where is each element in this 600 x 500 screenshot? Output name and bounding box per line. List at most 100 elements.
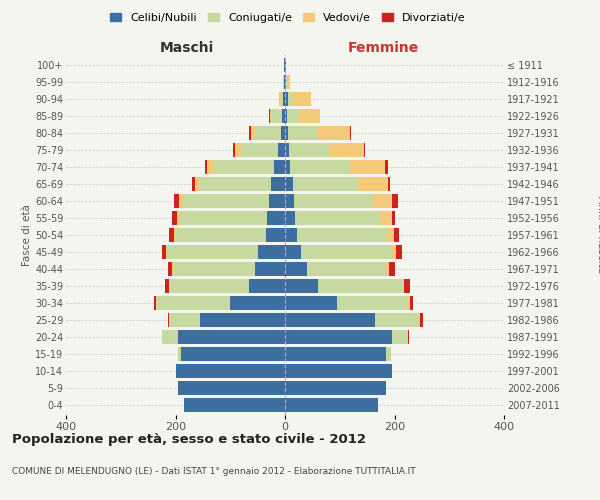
Bar xyxy=(285,380,386,395)
Bar xyxy=(266,228,285,242)
Bar xyxy=(290,160,350,174)
Bar xyxy=(279,92,281,106)
Bar xyxy=(173,262,255,276)
Bar xyxy=(285,330,392,344)
Bar xyxy=(174,194,179,208)
Bar xyxy=(337,296,408,310)
Bar xyxy=(168,262,172,276)
Text: COMUNE DI MELENDUGNO (LE) - Dati ISTAT 1° gennaio 2012 - Elaborazione TUTTITALIA: COMUNE DI MELENDUGNO (LE) - Dati ISTAT 1… xyxy=(12,468,416,476)
Bar xyxy=(350,160,385,174)
Bar xyxy=(162,245,166,259)
Bar xyxy=(404,278,410,293)
Bar xyxy=(285,278,318,293)
Bar xyxy=(364,143,365,158)
Bar xyxy=(389,262,395,276)
Bar xyxy=(285,194,294,208)
Bar xyxy=(192,177,194,192)
Bar xyxy=(392,330,408,344)
Bar xyxy=(386,346,391,361)
Bar xyxy=(386,262,389,276)
Bar xyxy=(169,228,174,242)
Bar xyxy=(410,296,413,310)
Bar xyxy=(257,245,285,259)
Bar xyxy=(292,92,311,106)
Bar xyxy=(162,330,178,344)
Text: Femmine: Femmine xyxy=(348,41,419,55)
Bar xyxy=(233,143,235,158)
Bar xyxy=(281,126,285,140)
Bar xyxy=(376,312,419,327)
Bar xyxy=(174,228,176,242)
Bar xyxy=(394,228,400,242)
Bar xyxy=(403,278,404,293)
Bar xyxy=(285,296,337,310)
Bar xyxy=(329,143,364,158)
Legend: Celibi/Nubili, Coniugati/e, Vedovi/e, Divorziati/e: Celibi/Nubili, Coniugati/e, Vedovi/e, Di… xyxy=(106,8,470,27)
Bar xyxy=(167,245,257,259)
Bar xyxy=(165,278,169,293)
Bar xyxy=(285,75,286,90)
Bar xyxy=(358,177,388,192)
Bar xyxy=(180,211,268,225)
Bar xyxy=(284,75,285,90)
Bar xyxy=(285,177,293,192)
Bar xyxy=(380,211,392,225)
Bar xyxy=(287,75,290,90)
Bar xyxy=(271,177,285,192)
Bar xyxy=(170,312,200,327)
Bar xyxy=(157,296,230,310)
Bar xyxy=(392,245,396,259)
Bar xyxy=(241,143,278,158)
Bar xyxy=(170,278,250,293)
Bar xyxy=(392,194,398,208)
Bar xyxy=(285,346,386,361)
Bar xyxy=(388,177,389,192)
Y-axis label: Fasce di età: Fasce di età xyxy=(22,204,32,266)
Bar xyxy=(350,126,351,140)
Bar xyxy=(294,194,373,208)
Bar xyxy=(181,346,285,361)
Bar xyxy=(179,194,184,208)
Y-axis label: Anni di nascita: Anni di nascita xyxy=(596,196,600,274)
Bar xyxy=(420,312,423,327)
Bar xyxy=(177,211,180,225)
Bar xyxy=(200,312,285,327)
Bar xyxy=(285,245,301,259)
Bar xyxy=(200,177,271,192)
Bar xyxy=(278,143,285,158)
Bar xyxy=(268,211,285,225)
Bar xyxy=(307,262,386,276)
Bar xyxy=(250,278,285,293)
Bar xyxy=(408,296,410,310)
Bar xyxy=(272,109,282,124)
Bar xyxy=(172,211,177,225)
Bar xyxy=(207,160,214,174)
Bar xyxy=(388,228,394,242)
Bar xyxy=(176,364,285,378)
Bar xyxy=(175,228,266,242)
Bar xyxy=(285,211,295,225)
Bar xyxy=(285,228,297,242)
Bar xyxy=(285,364,392,378)
Bar xyxy=(392,211,395,225)
Bar xyxy=(255,262,285,276)
Bar xyxy=(285,160,290,174)
Bar xyxy=(285,126,288,140)
Bar xyxy=(154,296,156,310)
Bar xyxy=(184,194,269,208)
Bar xyxy=(285,262,307,276)
Bar xyxy=(285,143,289,158)
Bar xyxy=(285,92,288,106)
Bar xyxy=(286,75,287,90)
Text: Popolazione per età, sesso e stato civile - 2012: Popolazione per età, sesso e stato civil… xyxy=(12,432,366,446)
Bar xyxy=(295,211,380,225)
Bar xyxy=(184,398,285,412)
Text: Maschi: Maschi xyxy=(160,41,214,55)
Bar xyxy=(194,177,200,192)
Bar xyxy=(293,177,358,192)
Bar xyxy=(288,92,292,106)
Bar xyxy=(178,330,285,344)
Bar xyxy=(282,109,285,124)
Bar xyxy=(205,160,207,174)
Bar xyxy=(269,109,272,124)
